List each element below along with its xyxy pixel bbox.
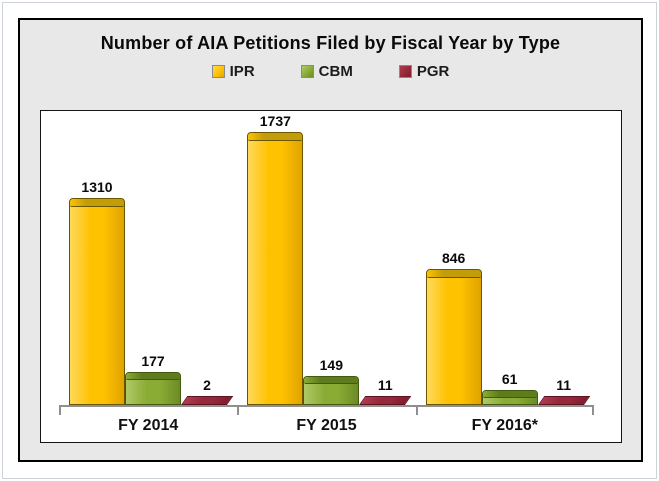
bar-ipr-fy-2014 [69,198,125,405]
chart-legend: IPR CBM PGR [20,63,641,80]
bar-pgr-fy-2015 [359,396,412,405]
axis-tick [592,405,594,415]
legend-label-ipr: IPR [229,63,255,80]
x-axis-line [59,405,594,407]
value-label-cbm-fy-2016: 61 [501,371,518,387]
bar-cbm-fy-2015 [303,376,360,405]
bar-top-cap [248,133,303,141]
value-label-ipr-fy-2016: 846 [441,250,466,266]
value-label-pgr-fy-2016: 11 [556,377,572,393]
legend-item-pgr: PGR [398,63,450,80]
bar-pgr-fy-2016 [537,396,590,405]
legend-color-swatch-cbm [300,65,314,78]
bar-top-cap [482,391,537,398]
bar-top-cap [126,373,180,380]
value-label-cbm-fy-2015: 149 [319,357,343,373]
legend-label-cbm: CBM [318,63,353,80]
category-label-fy-2014: FY 2014 [118,417,179,434]
legend-label-pgr: PGR [416,63,450,80]
axis-tick [59,405,61,415]
value-label-cbm-fy-2014: 177 [141,353,165,369]
bar-cbm-fy-2016 [481,390,538,405]
legend-item-ipr: IPR [211,63,255,80]
chart-title: Number of AIA Petitions Filed by Fiscal … [100,33,561,53]
value-label-ipr-fy-2015: 1737 [259,113,291,129]
bar-cbm-fy-2014 [125,372,181,405]
axis-tick [415,405,418,415]
category-label-fy-2015: FY 2015 [296,417,357,434]
bar-top-cap [70,199,124,207]
axis-tick [237,405,240,415]
value-label-pgr-fy-2015: 11 [377,377,393,393]
bar-ipr-fy-2015 [247,132,304,405]
value-label-pgr-fy-2014: 2 [203,377,211,393]
legend-color-swatch-pgr [398,65,412,78]
bar-top-cap [426,270,481,278]
bar-pgr-fy-2014 [181,396,234,405]
value-label-ipr-fy-2014: 1310 [81,179,113,195]
bar-top-cap [304,377,359,384]
legend-color-swatch-ipr [211,65,225,78]
legend-item-cbm: CBM [300,63,353,80]
chart-panel: Number of AIA Petitions Filed by Fiscal … [18,18,643,462]
plot-area: FY 2014 1310 177 2 FY 2015 1737 149 11 FY 2016* 8… [40,110,622,443]
category-label-fy-2016: FY 2016* [471,417,539,434]
bar-ipr-fy-2016 [425,269,482,405]
